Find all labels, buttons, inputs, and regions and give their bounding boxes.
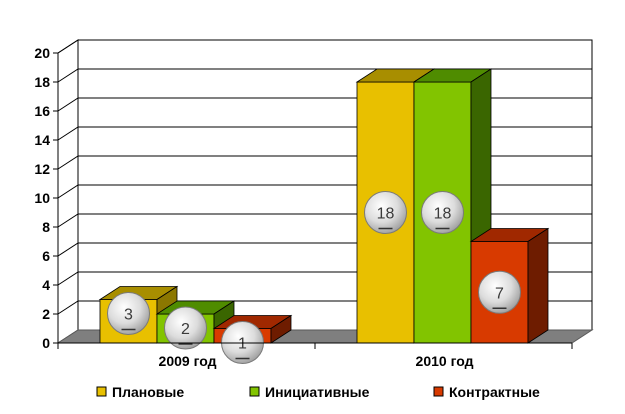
bar-side-3-2 [527,227,549,344]
data-label-text: 7 [495,285,504,302]
data-label-text: 3 [124,307,133,324]
data-label-text: 1 [238,336,247,353]
legend: Плановые Инициативные Контрактные [96,384,540,400]
data-label-text: 18 [434,206,452,223]
x-tick-label: 2010 год [416,353,474,369]
y-tick-label: 2 [42,306,50,322]
y-tick-label: 20 [34,45,50,61]
gridline [57,39,592,54]
y-tick-label: 12 [34,161,50,177]
legend-item: Плановые [96,384,184,400]
data-label-text: 18 [377,206,395,223]
y-tick-label: 16 [34,103,50,119]
legend-swatch [433,386,444,397]
legend-label: Контрактные [449,384,540,400]
y-tick-label: 6 [42,248,50,264]
y-tick-label: 8 [42,219,50,235]
data-label: 3 [107,292,150,335]
legend-label: Плановые [112,384,184,400]
x-axis: 2009 год 2010 год [57,342,573,369]
data-label: 7 [478,270,521,314]
y-tick-label: 4 [42,277,50,293]
legend-swatch [96,386,107,397]
x-tick-label: 2009 год [159,353,217,369]
legend-label: Инициативные [265,384,370,400]
data-label: 2 [164,306,207,350]
y-tick-label: 0 [42,335,50,351]
y-tick-label: 18 [34,74,50,90]
y-tick-label: 14 [34,132,50,148]
data-label-text: 2 [181,321,190,338]
legend-item: Контрактные [433,384,540,400]
y-axis: 0 2 4 6 8 10 12 14 16 18 20 [34,45,59,351]
legend-swatch [249,386,260,397]
y-tick-label: 10 [34,190,50,206]
bar-side-3-1 [270,314,292,344]
data-label: 18 [421,191,464,234]
data-labels: 3 2 1 18 18 7 [107,191,521,364]
legend-item: Инициативные [249,384,370,400]
data-label: 18 [364,191,407,234]
